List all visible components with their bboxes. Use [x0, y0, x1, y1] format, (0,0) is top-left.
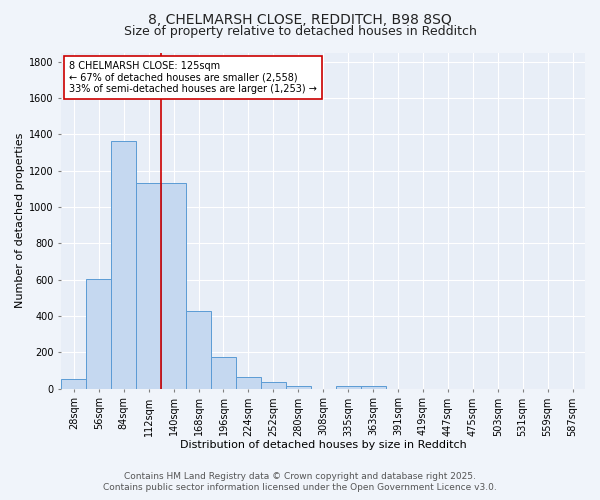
- Bar: [335, 386, 361, 388]
- Bar: [111, 140, 136, 388]
- Bar: [161, 184, 186, 388]
- Text: Contains HM Land Registry data © Crown copyright and database right 2025.
Contai: Contains HM Land Registry data © Crown c…: [103, 472, 497, 492]
- Bar: [186, 310, 211, 388]
- Text: Size of property relative to detached houses in Redditch: Size of property relative to detached ho…: [124, 25, 476, 38]
- Bar: [61, 378, 86, 388]
- X-axis label: Distribution of detached houses by size in Redditch: Distribution of detached houses by size …: [180, 440, 467, 450]
- Bar: [211, 358, 236, 388]
- Bar: [86, 278, 111, 388]
- Bar: [286, 386, 311, 388]
- Text: 8, CHELMARSH CLOSE, REDDITCH, B98 8SQ: 8, CHELMARSH CLOSE, REDDITCH, B98 8SQ: [148, 12, 452, 26]
- Y-axis label: Number of detached properties: Number of detached properties: [15, 133, 25, 308]
- Bar: [361, 386, 386, 388]
- Text: 8 CHELMARSH CLOSE: 125sqm
← 67% of detached houses are smaller (2,558)
33% of se: 8 CHELMARSH CLOSE: 125sqm ← 67% of detac…: [69, 61, 317, 94]
- Bar: [136, 184, 161, 388]
- Bar: [261, 382, 286, 388]
- Bar: [236, 377, 261, 388]
